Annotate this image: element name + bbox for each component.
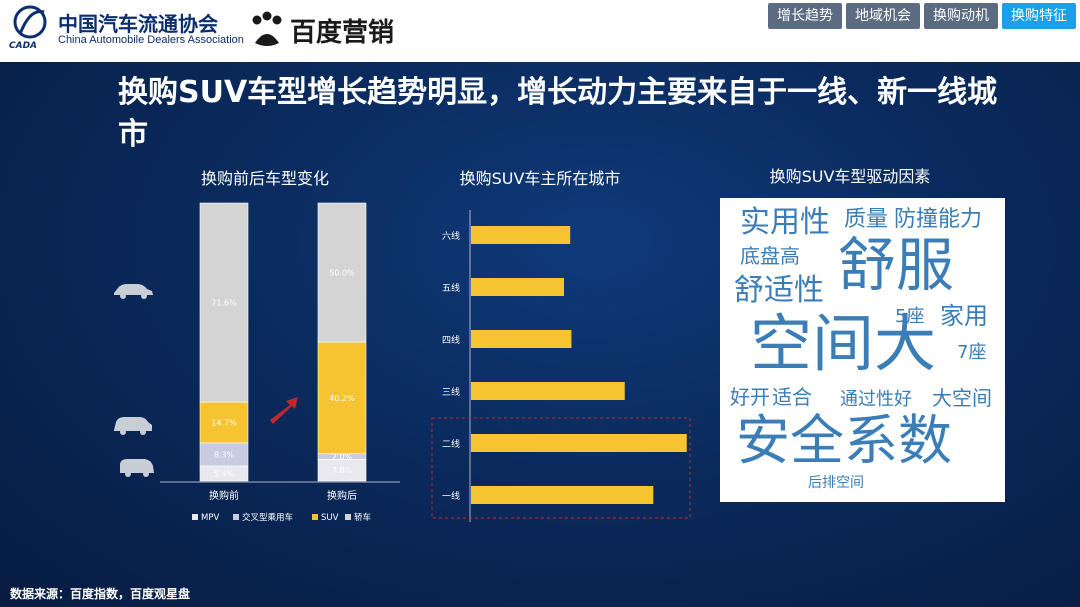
word: 后排空间 <box>808 475 864 491</box>
legend-label: SUV <box>321 513 339 523</box>
word: 通过性好 <box>840 389 912 410</box>
word: 舒适性 <box>734 273 824 308</box>
chart1-title: 换购前后车型变化 <box>200 169 329 188</box>
data-label: 8.3% <box>214 450 235 459</box>
category-label: 二线 <box>442 438 460 450</box>
tab-purchase-motivation[interactable]: 换购动机 <box>924 3 998 29</box>
cada-logo-icon: CADA <box>9 5 47 50</box>
chart2-title: 换购SUV车主所在城市 <box>459 169 621 188</box>
data-label: 50.0% <box>329 269 355 278</box>
bar-segment <box>317 202 367 343</box>
org-name-cn: 中国汽车流通协会 <box>58 12 218 36</box>
legend-swatch <box>312 514 318 520</box>
word: 空间大 <box>750 307 937 380</box>
word: 实用性 <box>740 205 830 240</box>
legend-swatch <box>192 514 198 520</box>
highlight-box <box>431 417 691 519</box>
category-label: 三线 <box>442 386 460 398</box>
bar <box>471 382 625 400</box>
svg-text:CADA: CADA <box>9 41 37 50</box>
word: 安全系数 <box>736 409 952 472</box>
chart3-title: 换购SUV车型驱动因素 <box>769 167 931 186</box>
legend-label: 轿车 <box>354 512 371 523</box>
word: 质量 <box>844 207 889 232</box>
tab-region-opportunity[interactable]: 地域机会 <box>846 3 920 29</box>
baidu-paw-icon <box>252 11 282 46</box>
data-label: 40.2% <box>329 394 355 403</box>
tab-bar: 增长趋势 地域机会 换购动机 换购特征 <box>768 3 1076 29</box>
word: 防撞能力 <box>894 207 983 232</box>
data-label: 2.0% <box>332 453 353 462</box>
bar-segment <box>199 202 249 403</box>
word: 家用 <box>940 302 988 330</box>
bar <box>471 278 564 296</box>
sedan-icon <box>114 284 153 299</box>
org-name-en: China Automobile Dealers Association <box>58 34 244 46</box>
word: 大空间 <box>932 386 992 410</box>
mpv-icon <box>120 459 154 477</box>
bar <box>471 486 654 504</box>
category-label: 五线 <box>442 282 460 294</box>
legend-label: MPV <box>201 513 219 523</box>
category-label: 换购前 <box>209 489 239 502</box>
word: 适合 <box>772 385 812 409</box>
bar-segment <box>317 341 367 455</box>
bar <box>471 434 687 452</box>
category-label: 一线 <box>442 490 460 502</box>
legend-label: 交叉型乘用车 <box>242 512 293 523</box>
data-label: 71.6% <box>211 299 237 308</box>
word: 底盘高 <box>740 244 800 268</box>
data-label: 14.7% <box>211 418 237 427</box>
stacked-bar-chart: 5.4% 8.3% 14.7% 71.6% 换购前 7.8% 2.0% 40.2% 50.0% 换… <box>114 202 400 523</box>
bar <box>471 330 572 348</box>
partner-name: 百度营销 <box>290 18 395 48</box>
word: 好开 <box>730 385 770 409</box>
header-bar: CADA 中国汽车流通协会 China Automobile Dealers A… <box>0 0 1080 62</box>
data-label: 7.8% <box>332 466 353 475</box>
tab-purchase-features[interactable]: 换购特征 <box>1002 3 1076 29</box>
data-source: 数据来源：百度指数，百度观星盘 <box>10 587 191 601</box>
bar-segment <box>199 401 249 444</box>
word: 5座 <box>895 306 925 327</box>
data-label: 5.4% <box>214 469 235 478</box>
slide-title: 换购SUV车型增长趋势明显，增长动力主要来自于一线、新一线城市 <box>118 75 998 152</box>
increase-arrow-icon <box>270 397 298 424</box>
word-cloud: 实用性 质量 防撞能力 底盘高 舒服 舒适性 空间大 5座 家用 7座 好开 适… <box>720 198 1005 502</box>
category-label: 六线 <box>442 230 460 242</box>
bar <box>471 226 571 244</box>
suv-icon <box>114 417 152 435</box>
tab-growth-trend[interactable]: 增长趋势 <box>768 3 842 29</box>
category-label: 换购后 <box>327 489 357 502</box>
legend-swatch <box>233 514 239 520</box>
category-label: 四线 <box>442 334 460 346</box>
word: 舒服 <box>838 231 955 299</box>
word: 7座 <box>957 342 987 363</box>
legend-swatch <box>345 514 351 520</box>
